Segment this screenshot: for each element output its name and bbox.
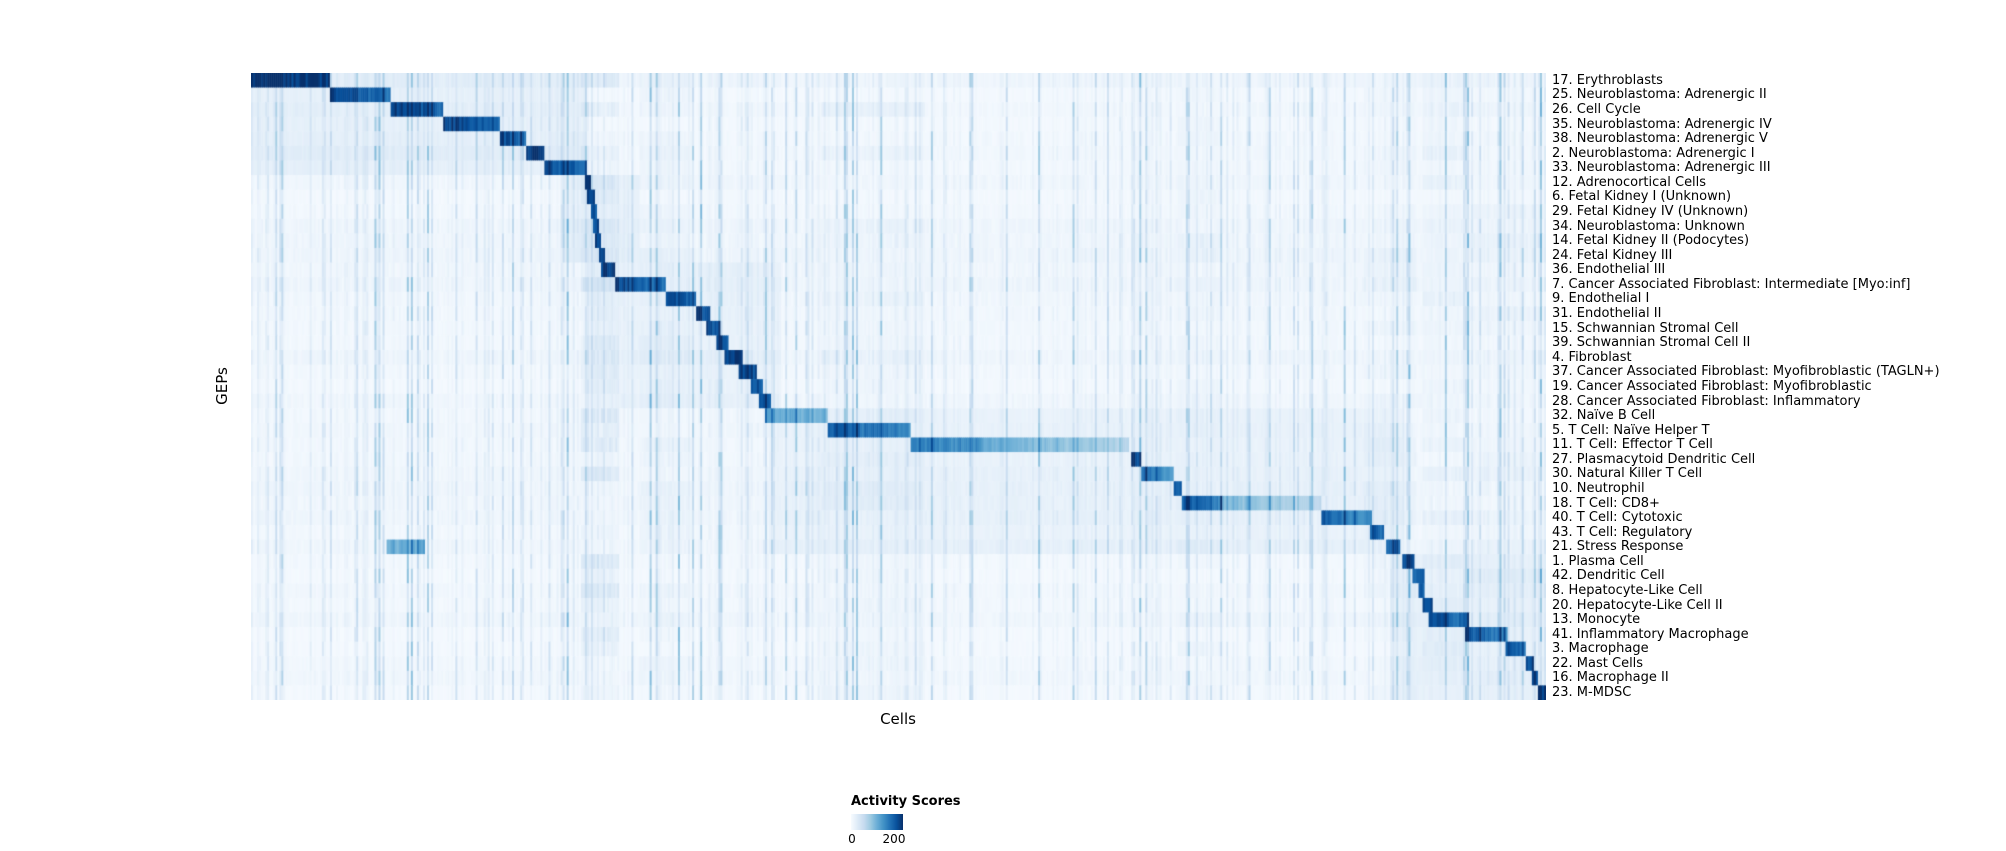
- row-label: 37. Cancer Associated Fibroblast: Myofib…: [1552, 364, 1940, 380]
- row-label: 33. Neuroblastoma: Adrenergic III: [1552, 160, 1771, 176]
- row-label: 30. Natural Killer T Cell: [1552, 466, 1703, 482]
- row-label: 24. Fetal Kidney III: [1552, 247, 1673, 263]
- row-label: 22. Mast Cells: [1552, 655, 1644, 671]
- row-label: 32. Naïve B Cell: [1552, 408, 1656, 424]
- row-label: 43. T Cell: Regulatory: [1552, 524, 1693, 540]
- row-label: 26. Cell Cycle: [1552, 101, 1641, 117]
- row-label: 7. Cancer Associated Fibroblast: Interme…: [1552, 276, 1911, 292]
- x-axis-label: Cells: [880, 710, 916, 728]
- row-label: 5. T Cell: Naïve Helper T: [1552, 422, 1710, 438]
- row-label: 41. Inflammatory Macrophage: [1552, 626, 1749, 642]
- row-label: 11. T Cell: Effector T Cell: [1552, 437, 1713, 453]
- row-label: 17. Erythroblasts: [1552, 72, 1663, 88]
- legend-ticks: 0 200: [848, 830, 906, 846]
- row-label: 21. Stress Response: [1552, 539, 1684, 555]
- row-label: 10. Neutrophil: [1552, 480, 1645, 496]
- row-label: 3. Macrophage: [1552, 641, 1649, 657]
- row-label: 40. T Cell: Cytotoxic: [1552, 510, 1683, 526]
- row-label: 42. Dendritic Cell: [1552, 568, 1665, 584]
- legend-colorbar: [851, 814, 903, 830]
- row-label: 36. Endothelial III: [1552, 262, 1666, 278]
- row-label: 18. T Cell: CD8+: [1552, 495, 1660, 511]
- row-label: 15. Schwannian Stromal Cell: [1552, 320, 1739, 336]
- row-labels: 17. Erythroblasts 25. Neuroblastoma: Adre…: [1552, 73, 1992, 700]
- row-label: 4. Fibroblast: [1552, 349, 1632, 365]
- y-axis-label: GEPs: [213, 367, 231, 405]
- legend-title: Activity Scores: [851, 794, 961, 809]
- row-label: 39. Schwannian Stromal Cell II: [1552, 335, 1751, 351]
- row-label: 1. Plasma Cell: [1552, 553, 1644, 569]
- legend-tick-min: 0: [848, 832, 856, 846]
- row-label: 14. Fetal Kidney II (Podocytes): [1552, 233, 1750, 249]
- row-label: 34. Neuroblastoma: Unknown: [1552, 218, 1745, 234]
- row-label: 25. Neuroblastoma: Adrenergic II: [1552, 87, 1767, 103]
- row-label: 28. Cancer Associated Fibroblast: Inflam…: [1552, 393, 1861, 409]
- row-label: 12. Adrenocortical Cells: [1552, 174, 1707, 190]
- row-label: 29. Fetal Kidney IV (Unknown): [1552, 203, 1749, 219]
- heatmap-canvas: [251, 73, 1546, 700]
- legend: Activity Scores 0 200: [848, 794, 1051, 846]
- row-label: 23. M-MDSC: [1552, 685, 1632, 701]
- row-label: 27. Plasmacytoid Dendritic Cell: [1552, 451, 1756, 467]
- row-label: 31. Endothelial II: [1552, 306, 1662, 322]
- row-label: 13. Monocyte: [1552, 612, 1641, 628]
- row-label: 35. Neuroblastoma: Adrenergic IV: [1552, 116, 1772, 132]
- row-label: 19. Cancer Associated Fibroblast: Myofib…: [1552, 378, 1872, 394]
- row-label: 38. Neuroblastoma: Adrenergic V: [1552, 131, 1768, 147]
- row-label: 9. Endothelial I: [1552, 291, 1650, 307]
- row-label: 20. Hepatocyte-Like Cell II: [1552, 597, 1723, 613]
- row-label: 2. Neuroblastoma: Adrenergic I: [1552, 145, 1755, 161]
- row-label: 6. Fetal Kidney I (Unknown): [1552, 189, 1732, 205]
- legend-tick-max: 200: [882, 832, 906, 846]
- row-label: 16. Macrophage II: [1552, 670, 1669, 686]
- row-label: 8. Hepatocyte-Like Cell: [1552, 583, 1703, 599]
